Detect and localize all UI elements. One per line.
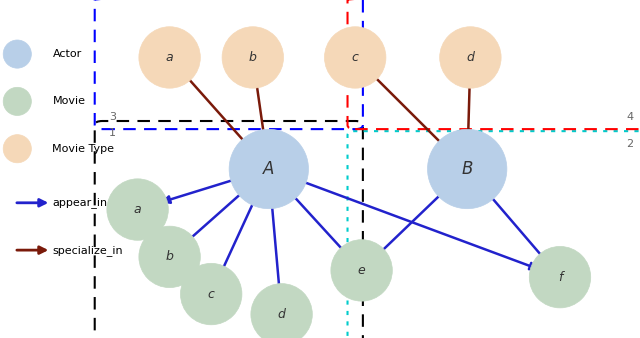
- Ellipse shape: [428, 129, 507, 209]
- Text: a: a: [134, 203, 141, 216]
- Ellipse shape: [139, 27, 200, 88]
- Text: b: b: [249, 51, 257, 64]
- Text: 4: 4: [627, 112, 634, 122]
- Ellipse shape: [180, 263, 242, 325]
- Text: d: d: [278, 308, 285, 321]
- Text: b: b: [166, 250, 173, 263]
- Text: c: c: [208, 288, 214, 300]
- Text: 2: 2: [627, 139, 634, 149]
- Ellipse shape: [229, 129, 308, 209]
- Text: 3: 3: [109, 112, 116, 122]
- Ellipse shape: [139, 226, 200, 288]
- Text: appear_in: appear_in: [52, 197, 108, 208]
- Text: d: d: [467, 51, 474, 64]
- Text: B: B: [461, 160, 473, 178]
- Ellipse shape: [3, 135, 31, 163]
- Text: e: e: [358, 264, 365, 277]
- Ellipse shape: [529, 246, 591, 308]
- Text: A: A: [263, 160, 275, 178]
- Text: Movie: Movie: [52, 96, 86, 106]
- Ellipse shape: [3, 40, 31, 68]
- Ellipse shape: [331, 240, 392, 301]
- Text: 1: 1: [109, 128, 116, 139]
- Ellipse shape: [107, 179, 168, 240]
- Text: specialize_in: specialize_in: [52, 245, 123, 256]
- Text: a: a: [166, 51, 173, 64]
- Ellipse shape: [251, 284, 312, 338]
- Ellipse shape: [440, 27, 501, 88]
- Text: Movie Type: Movie Type: [52, 144, 115, 154]
- Text: f: f: [558, 271, 562, 284]
- Text: Actor: Actor: [52, 49, 82, 59]
- Text: c: c: [352, 51, 358, 64]
- Ellipse shape: [324, 27, 386, 88]
- Ellipse shape: [3, 87, 31, 116]
- Ellipse shape: [222, 27, 284, 88]
